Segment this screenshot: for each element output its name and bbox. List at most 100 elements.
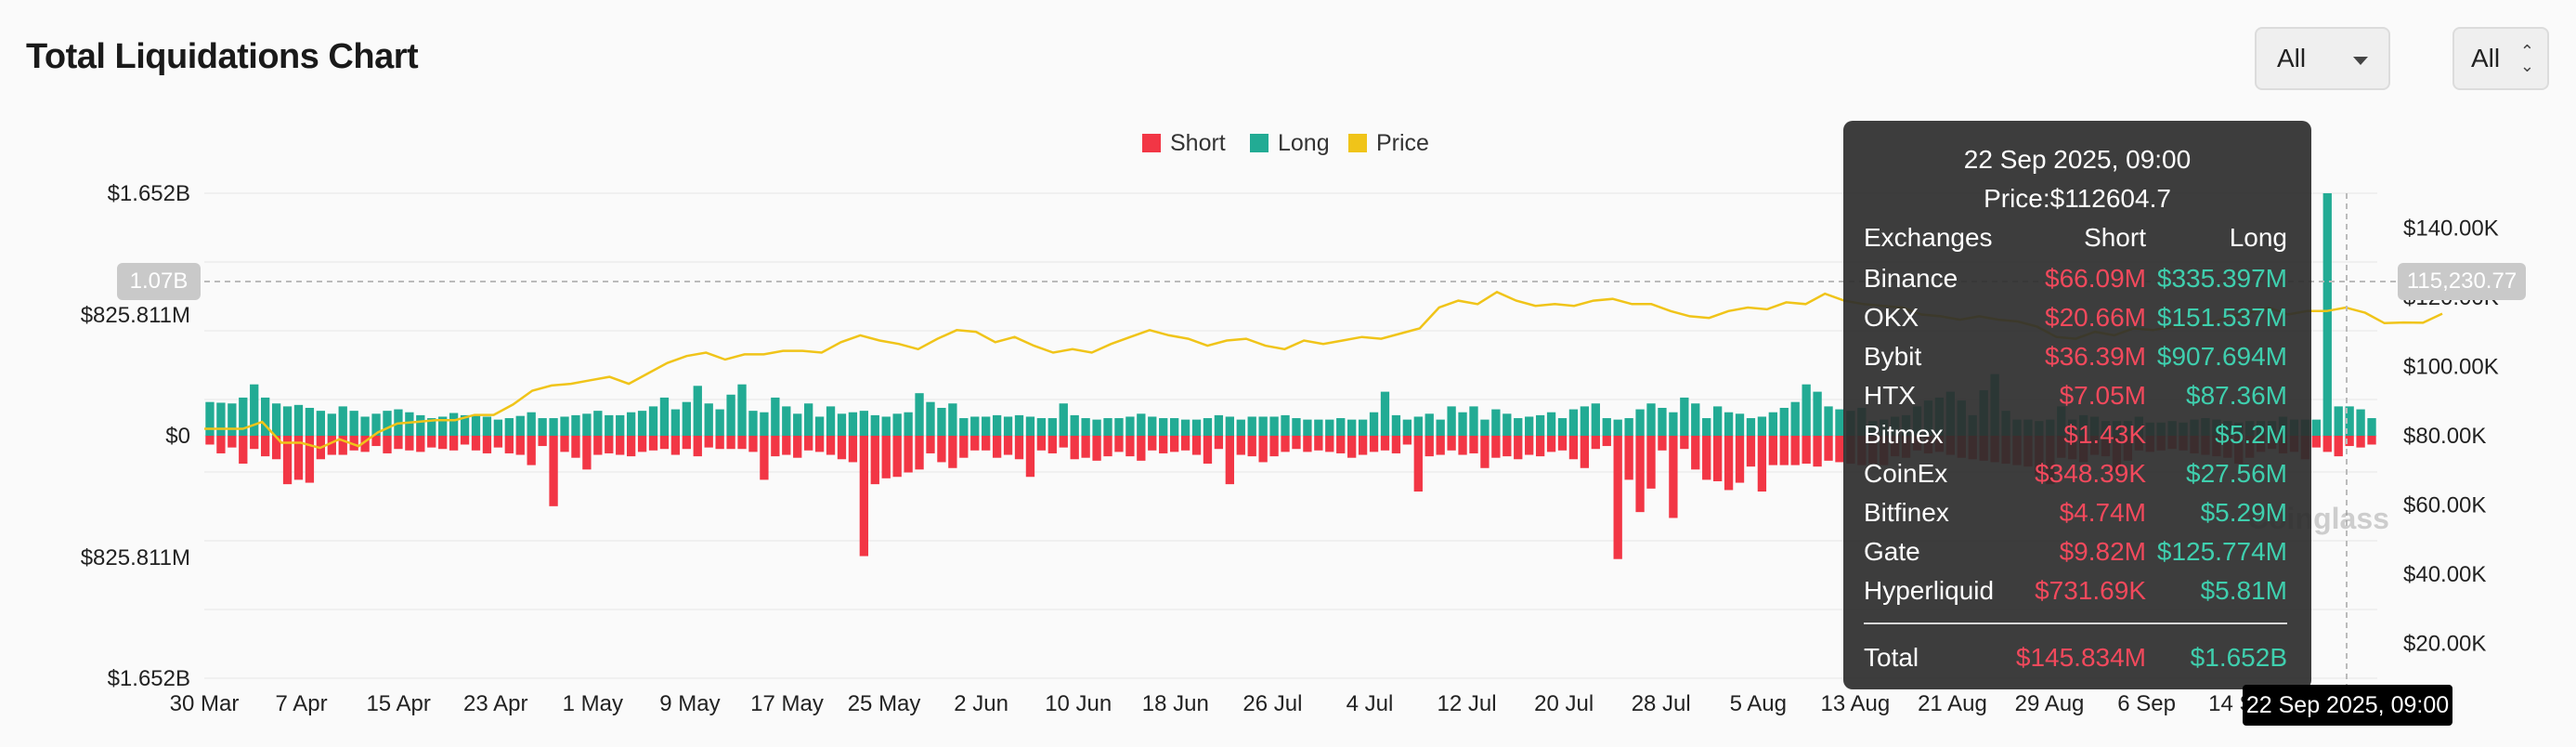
long-bar [405,412,414,436]
long-bar [1712,406,1723,436]
short-bar [1047,436,1057,453]
short-bar [1469,436,1478,453]
x-tick: 5 Aug [1730,691,1787,716]
tooltip-exchange-value: OKX [1864,303,1919,332]
exchange-filter-select[interactable]: All [2255,27,2390,90]
short-bar [2311,436,2321,448]
long-bar [1702,418,1711,436]
long-bar [1347,419,1357,436]
long-bar [1480,419,1490,436]
long-bar [571,414,580,436]
y-right-tick: $140.00K [2403,216,2499,241]
x-tick: 17 May [750,691,824,716]
short-bar [427,436,436,448]
short-bar [814,436,825,452]
short-bar [305,436,315,483]
caret-down-icon [2353,57,2368,65]
x-tick: 10 Jun [1045,691,1112,716]
long-bar [383,411,392,436]
long-bar [1380,391,1390,436]
long-bar [2334,406,2343,436]
long-bar [482,416,492,436]
short-bar [349,436,358,451]
long-bar [814,416,825,436]
long-bar [726,394,735,436]
long-bar [1137,413,1146,436]
short-bar [982,436,991,451]
x-tick: 18 Jun [1142,691,1209,716]
short-bar [2367,436,2376,445]
short-bar [1391,436,1401,453]
long-bar [205,401,215,436]
short-bar [1225,436,1234,485]
long-bar [515,415,525,436]
x-tick: 6 Sep [2117,691,2176,716]
long-bar [1269,416,1279,436]
right-axis-cursor-label: 115,230.77 [2398,263,2526,300]
long-bar [305,407,315,436]
short-bar [1591,436,1600,450]
long-bar [782,406,791,436]
short-bar [626,436,636,457]
long-bar [1214,414,1224,436]
short-bar [1768,436,1777,465]
long-bar [1635,409,1645,436]
tooltip-header-exchange: Exchanges [1864,223,1993,252]
short-bar [904,436,913,473]
long-bar [881,416,891,436]
short-bar [216,436,226,453]
short-bar [804,436,813,451]
short-bar [992,436,1002,458]
chart-legend: Short Long Price [1142,130,1429,156]
short-bar [2345,436,2354,447]
short-bar [1369,436,1379,452]
tooltip-exchange-value: Bybit [1864,342,1922,371]
legend-label-long: Long [1278,130,1330,156]
short-bar [970,436,980,451]
short-bar [1813,436,1822,467]
short-bar [693,436,702,457]
long-bar [1546,412,1556,436]
long-bar [1225,416,1234,436]
tooltip-short-value: $7.05M [2059,381,2146,410]
short-bar [1779,436,1789,465]
short-bar [593,436,603,455]
long-bar [1646,403,1656,436]
tooltip-exchange-value: Gate [1864,537,1920,566]
long-bar [826,406,836,436]
long-bar [804,403,813,436]
long-bar [1658,407,1667,436]
y-right-tick: $80.00K [2403,424,2486,449]
short-bar [926,436,935,453]
long-bar [1757,416,1767,436]
tooltip-date: 22 Sep 2025, 09:00 [1963,145,2192,174]
long-bar [1447,406,1456,436]
long-bar [1281,414,1290,436]
long-bar [1391,414,1401,436]
long-bar [948,403,957,436]
short-bar [1835,436,1844,463]
long-bar [1303,419,1312,436]
short-bar [1081,436,1090,458]
short-bar [1059,436,1068,448]
long-bar [1624,418,1633,436]
short-bar [527,436,536,465]
interval-filter-select[interactable]: All ⌃ ⌄ [2452,27,2549,90]
short-bar [959,436,969,458]
updown-chevron-icon: ⌃ ⌄ [2519,42,2534,75]
long-bar [1491,409,1501,436]
long-bar [1292,418,1301,436]
short-bar [504,436,514,453]
long-bar [449,413,459,436]
long-bar [1691,403,1700,436]
short-bar [771,436,780,457]
short-bar [1325,436,1334,452]
long-bar [837,413,847,436]
long-bar [2345,406,2354,436]
short-bar [282,436,293,485]
short-bar [582,436,592,470]
short-bar [1635,436,1645,513]
short-bar [1191,436,1202,455]
tooltip-long-value: $27.56M [2186,459,2287,488]
short-bar [1646,436,1656,489]
